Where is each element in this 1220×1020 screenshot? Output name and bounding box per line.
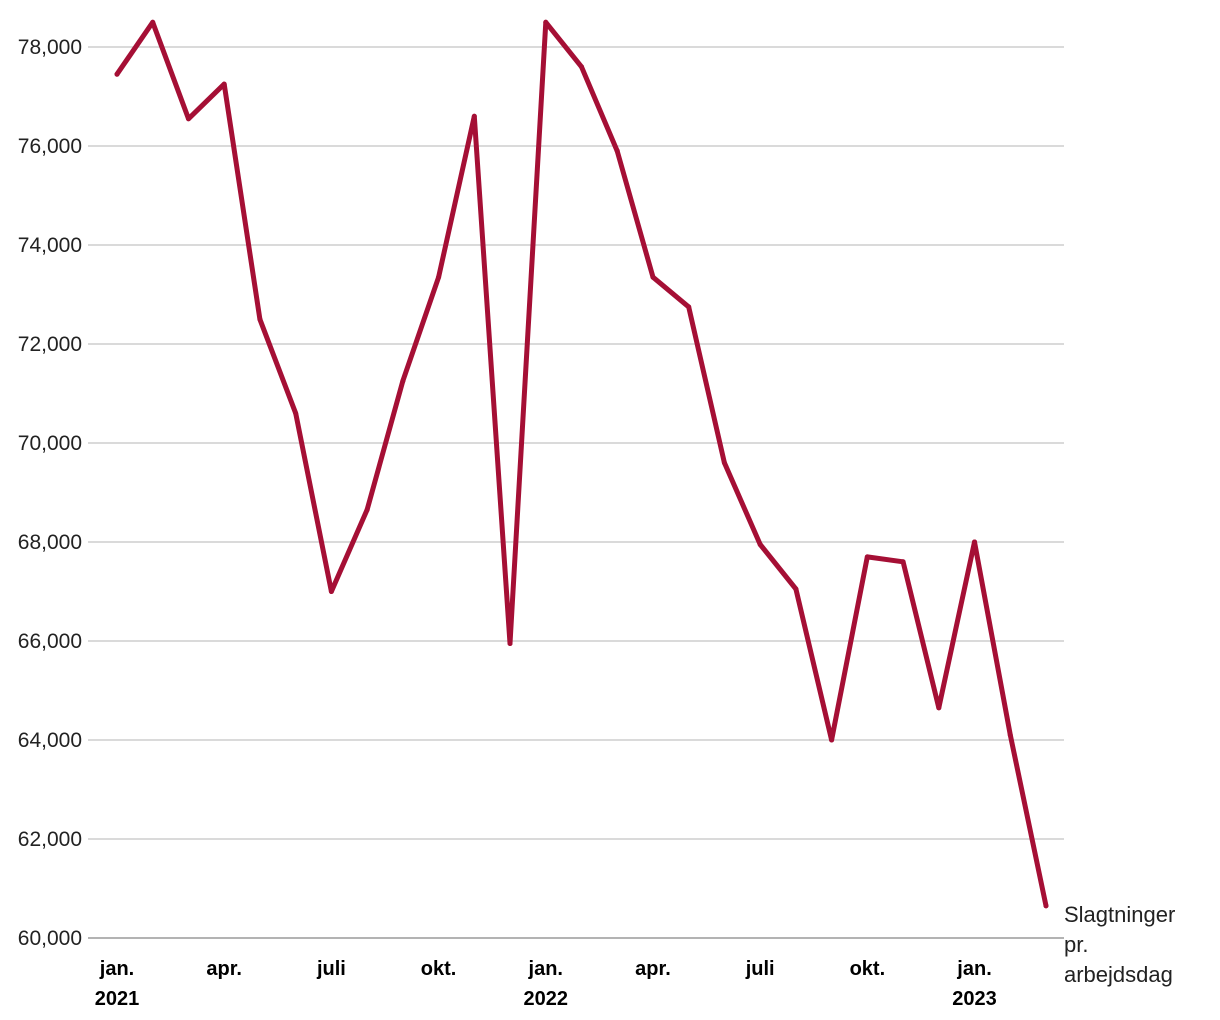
- data-point: [793, 586, 799, 592]
- data-point: [721, 460, 727, 466]
- data-point: [257, 316, 263, 322]
- x-tick-label: jan.: [99, 958, 134, 980]
- series-line: [114, 19, 1049, 909]
- data-point: [1043, 903, 1049, 909]
- data-point: [114, 71, 120, 77]
- data-point: [900, 559, 906, 565]
- x-tick-label: okt.: [850, 958, 886, 980]
- grid-lines: [88, 46, 1064, 939]
- y-tick-label: 62,000: [18, 828, 82, 851]
- data-point: [543, 19, 549, 25]
- data-point: [864, 554, 870, 560]
- x-tick-year-label: 2021: [95, 988, 140, 1010]
- data-point: [471, 113, 477, 119]
- series-label: Slagtninger pr. arbejdsdag: [1064, 902, 1175, 987]
- y-tick-label: 78,000: [18, 36, 82, 59]
- y-tick-label: 60,000: [18, 927, 82, 950]
- x-tick-label: apr.: [206, 958, 242, 980]
- data-point: [686, 304, 692, 310]
- y-tick-label: 64,000: [18, 729, 82, 752]
- x-tick-label: jan.: [956, 958, 991, 980]
- y-tick-label: 76,000: [18, 135, 82, 158]
- x-axis-tick-labels: jan. 2021 apr. juli okt. jan. 2022 apr. juli okt.…: [95, 958, 997, 1010]
- x-tick-label: jan.: [528, 958, 563, 980]
- data-point: [185, 116, 191, 122]
- data-point: [436, 274, 442, 280]
- data-point: [221, 81, 227, 87]
- data-point: [650, 274, 656, 280]
- x-tick-year-label: 2023: [952, 988, 997, 1010]
- data-point: [936, 705, 942, 711]
- y-tick-label: 66,000: [18, 630, 82, 653]
- x-tick-label: juli: [745, 958, 775, 980]
- data-point: [150, 19, 156, 25]
- x-tick-label: okt.: [421, 958, 457, 980]
- data-point: [579, 64, 584, 70]
- x-tick-label: juli: [316, 958, 346, 980]
- data-point: [829, 737, 835, 743]
- y-tick-label: 70,000: [18, 432, 82, 455]
- data-point: [400, 378, 406, 384]
- data-point: [328, 589, 334, 594]
- x-tick-label: apr.: [635, 958, 671, 980]
- data-point: [293, 410, 299, 416]
- data-point: [507, 640, 513, 646]
- y-tick-label: 72,000: [18, 333, 82, 356]
- y-tick-label: 74,000: [18, 234, 82, 257]
- series-layer: Slagtninger pr. arbejdsdag: [114, 19, 1175, 987]
- data-point: [1007, 732, 1013, 738]
- y-axis-tick-labels: 60,000 62,000 64,000 66,000 68,000 70,000 72,0…: [18, 36, 82, 950]
- data-point: [972, 539, 978, 545]
- y-tick-label: 68,000: [18, 531, 82, 554]
- data-point: [364, 507, 370, 513]
- data-point: [614, 148, 620, 154]
- data-point: [757, 541, 763, 547]
- x-tick-year-label: 2022: [524, 988, 569, 1010]
